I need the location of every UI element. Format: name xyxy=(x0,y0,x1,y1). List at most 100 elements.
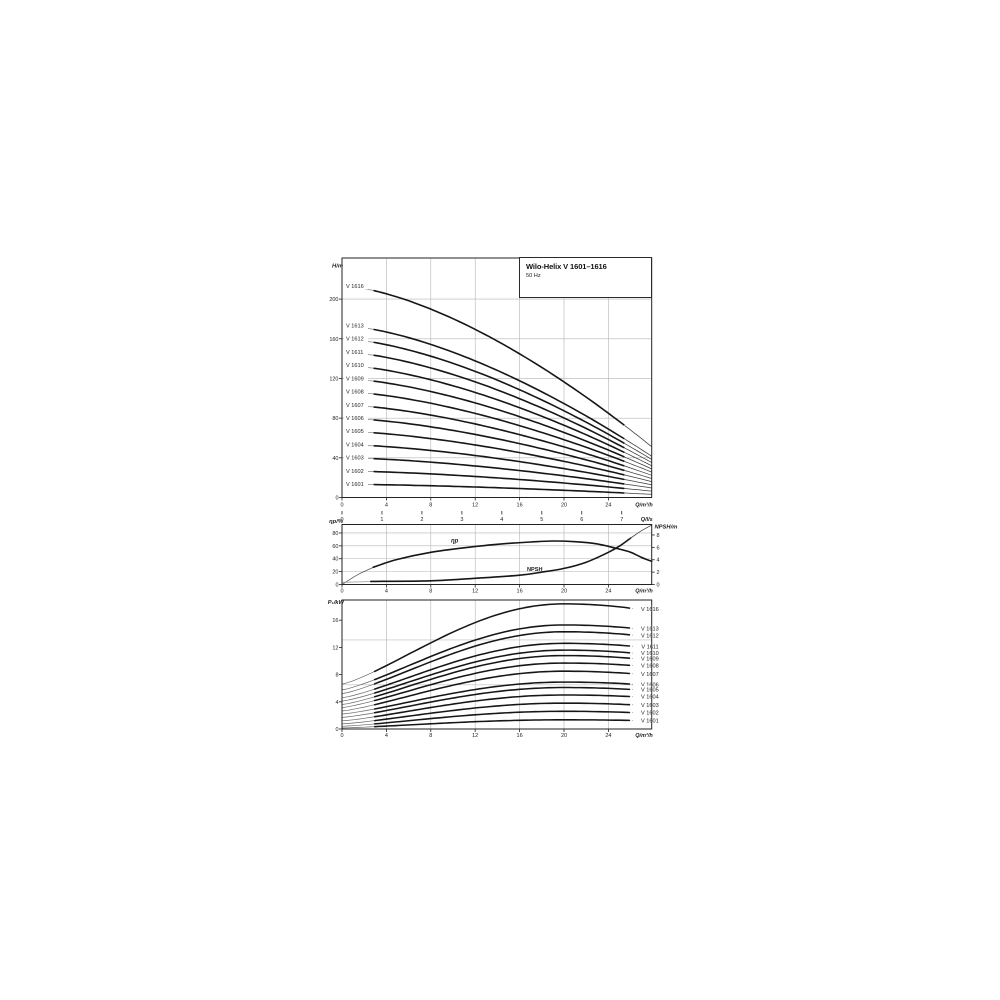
head-curve-label: V 1604 xyxy=(346,443,364,449)
svg-text:8: 8 xyxy=(429,733,432,739)
power-curve-v-1608 xyxy=(373,662,631,702)
power-curve-label: V 1612 xyxy=(641,633,659,639)
svg-text:16: 16 xyxy=(517,589,523,595)
power-curve-v-1613-lead xyxy=(341,679,376,691)
svg-text:4: 4 xyxy=(385,503,388,509)
head-curve-label: V 1605 xyxy=(346,429,364,435)
power-curve-v-1604 xyxy=(373,694,631,718)
head-curve-v-1608-tail xyxy=(624,461,653,473)
head-curve-v-1605 xyxy=(373,431,625,476)
eta-curve-label: ηp xyxy=(451,539,459,545)
svg-text:4: 4 xyxy=(500,517,503,523)
svg-text:2: 2 xyxy=(420,517,423,523)
power-curve-v-1608-lead xyxy=(341,700,376,708)
head-axes: 0 40 80 120 160 200 0 4 8 12 16 20 24 Q/m³/h H/m xyxy=(329,264,653,509)
svg-text:4: 4 xyxy=(385,589,388,595)
power-curve-label: V 1606 xyxy=(641,682,659,688)
power-curve-v-1612 xyxy=(373,631,631,685)
power-curve-v-1602 xyxy=(373,710,631,725)
svg-text:0: 0 xyxy=(340,517,343,523)
power-curve-v-1611 xyxy=(373,642,631,690)
head-curve-v-1607 xyxy=(373,406,625,467)
svg-text:6: 6 xyxy=(580,517,583,523)
power-curve-v-1607-lead xyxy=(341,704,376,712)
head-curve-label: V 1613 xyxy=(346,323,364,329)
efficiency-grid xyxy=(342,524,652,585)
head-curve-v-1604 xyxy=(373,444,625,481)
power-curve-label: V 1609 xyxy=(641,657,659,663)
chart-title: Wilo-Helix V 1601–1616 xyxy=(526,262,607,271)
svg-text:80: 80 xyxy=(332,531,338,537)
power-curve-v-1609 xyxy=(373,654,631,698)
head-curve-label: V 1616 xyxy=(346,284,364,290)
svg-text:6: 6 xyxy=(657,545,660,551)
power-curve-v-1606 xyxy=(373,681,631,710)
head-curve-v-1616-tail xyxy=(624,425,653,448)
head-curve-v-1606 xyxy=(373,419,625,472)
head-curve-label: V 1611 xyxy=(346,350,363,356)
power-curve-v-1603-lead xyxy=(341,720,376,725)
eta-curve xyxy=(372,540,653,568)
svg-text:80: 80 xyxy=(332,416,338,422)
power-curve-v-1609-lead xyxy=(341,696,376,705)
power-curve-label: V 1607 xyxy=(641,672,659,678)
svg-text:5: 5 xyxy=(540,517,543,523)
svg-text:20: 20 xyxy=(561,589,567,595)
power-y-axis-label: P₁/kW xyxy=(328,600,345,606)
power-curve-label: V 1616 xyxy=(641,607,659,613)
svg-text:7: 7 xyxy=(620,517,623,523)
svg-text:12: 12 xyxy=(472,733,478,739)
head-curve-v-1603-tail xyxy=(624,483,653,489)
head-curves xyxy=(359,287,653,495)
power-curve-v-1601 xyxy=(373,719,631,728)
power-curve-v-1604-lead xyxy=(341,716,376,722)
power-curve-v-1611-lead xyxy=(341,688,376,699)
head-curve-v-1602 xyxy=(373,470,625,490)
npsh-y-axis-label: NPSH/m xyxy=(655,525,678,531)
svg-text:2: 2 xyxy=(657,570,660,576)
svg-text:0: 0 xyxy=(340,503,343,509)
efficiency-curves: ηp NPSH xyxy=(341,524,653,585)
svg-text:8: 8 xyxy=(429,589,432,595)
power-curve-v-1613 xyxy=(373,624,631,681)
head-curve-v-1609-tail xyxy=(624,456,653,470)
svg-text:0: 0 xyxy=(657,583,660,589)
svg-text:24: 24 xyxy=(605,733,611,739)
svg-text:12: 12 xyxy=(472,503,478,509)
head-curve-v-1612 xyxy=(373,341,625,444)
power-curve-v-1601-lead xyxy=(341,726,376,729)
power-curve-v-1603 xyxy=(373,702,631,722)
svg-text:20: 20 xyxy=(561,503,567,509)
svg-text:20: 20 xyxy=(561,733,567,739)
head-curve-label: V 1601 xyxy=(346,482,364,488)
chart-subtitle: 50 Hz xyxy=(526,273,541,279)
head-curve-label: V 1609 xyxy=(346,376,364,382)
power-curve-v-1606-lead xyxy=(341,708,376,715)
head-curve-v-1612-tail xyxy=(624,443,653,460)
svg-text:3: 3 xyxy=(460,517,463,523)
svg-text:4: 4 xyxy=(335,700,338,706)
svg-text:200: 200 xyxy=(329,297,338,303)
svg-text:16: 16 xyxy=(517,503,523,509)
svg-text:160: 160 xyxy=(329,337,338,343)
power-curve-label: V 1611 xyxy=(641,644,658,650)
head-curve-v-1601-tail xyxy=(624,492,653,495)
head-curve-v-1603 xyxy=(373,457,625,485)
svg-text:120: 120 xyxy=(329,376,338,382)
power-curve-v-1616-lead xyxy=(341,670,376,685)
svg-text:Q/m³/h: Q/m³/h xyxy=(635,588,653,595)
power-curve-label: V 1610 xyxy=(641,651,659,657)
power-curve-v-1605-lead xyxy=(341,712,376,718)
head-curve-v-1602-tail xyxy=(624,488,653,492)
head-curve-v-1601 xyxy=(373,483,625,494)
power-curve-label: V 1601 xyxy=(641,718,659,724)
head-curve-v-1613-tail xyxy=(624,438,653,457)
svg-text:16: 16 xyxy=(332,618,338,624)
head-curve-v-1606-tail xyxy=(624,470,653,479)
power-curves xyxy=(341,603,651,729)
power-curve-v-1610 xyxy=(373,649,631,694)
power-axes: 0 4 8 12 16 0 4 8 12 16 20 24 Q/m³/h P₁/kW xyxy=(328,600,654,739)
svg-text:12: 12 xyxy=(332,645,338,651)
